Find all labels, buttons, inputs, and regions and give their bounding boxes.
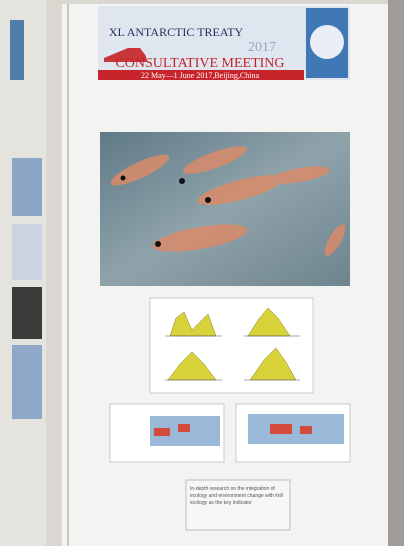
date-bar bbox=[98, 70, 304, 80]
header-logo bbox=[310, 25, 344, 59]
header-dates: 22 May—1 June 2017,Beijing,China bbox=[141, 71, 259, 80]
header-line1: XL ANTARCTIC TREATY bbox=[109, 25, 244, 39]
caption-box bbox=[185, 479, 291, 531]
map-hotspots bbox=[154, 424, 312, 436]
right-wall bbox=[388, 0, 404, 546]
header-year: 2017 bbox=[248, 40, 276, 55]
left-photo bbox=[12, 158, 42, 216]
caption: In-depth research on the integration of … bbox=[190, 486, 283, 506]
map bbox=[248, 414, 344, 444]
caption-container: In-depth research on the integration of … bbox=[190, 486, 283, 506]
histogram-axes bbox=[165, 335, 300, 381]
header-line2: CONSULTATIVE MEETING bbox=[115, 56, 284, 71]
left-photo bbox=[12, 287, 42, 339]
left-photo bbox=[12, 224, 42, 280]
left-logo bbox=[10, 20, 24, 80]
icebreaker-ship bbox=[104, 48, 146, 62]
left-photo bbox=[12, 345, 42, 419]
krill-eyes bbox=[120, 175, 211, 247]
